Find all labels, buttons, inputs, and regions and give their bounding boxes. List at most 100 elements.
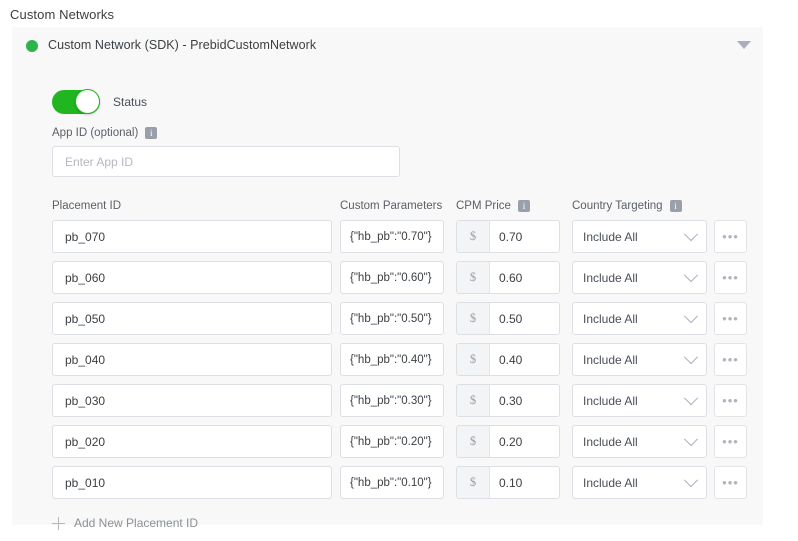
row-more-options-button[interactable]: •••: [714, 425, 747, 458]
app-id-label: App ID (optional) i: [52, 127, 158, 139]
placement-id-input[interactable]: [52, 384, 332, 417]
country-targeting-value: Include All: [583, 352, 638, 367]
cpm-price-input[interactable]: [490, 426, 559, 457]
cpm-price-input[interactable]: [490, 385, 559, 416]
cpm-price-field: $: [456, 384, 560, 417]
card-header: Custom Network (SDK) - PrebidCustomNetwo…: [12, 27, 763, 65]
country-targeting-select[interactable]: Include All: [572, 220, 707, 253]
custom-parameters-input[interactable]: [340, 220, 444, 253]
currency-symbol: $: [457, 385, 490, 416]
custom-parameters-input[interactable]: [340, 343, 444, 376]
row-more-options-button[interactable]: •••: [714, 220, 747, 253]
chevron-down-icon: [683, 267, 699, 282]
row-more-options-button[interactable]: •••: [714, 302, 747, 335]
country-targeting-value: Include All: [583, 270, 638, 285]
country-targeting-value: Include All: [583, 311, 638, 326]
table-row: $ Include All •••: [12, 343, 763, 384]
country-targeting-select[interactable]: Include All: [572, 261, 707, 294]
currency-symbol: $: [457, 344, 490, 375]
custom-parameters-input[interactable]: [340, 384, 444, 417]
country-targeting-select[interactable]: Include All: [572, 384, 707, 417]
table-row: $ Include All •••: [12, 466, 763, 507]
country-targeting-value: Include All: [583, 475, 638, 490]
column-header-cpm-price: CPM Price i: [456, 200, 530, 212]
custom-parameters-input[interactable]: [340, 302, 444, 335]
column-header-custom-parameters-label: Custom Parameters: [340, 200, 443, 212]
chevron-down-icon: [683, 431, 699, 446]
placement-id-input[interactable]: [52, 302, 332, 335]
row-more-options-button[interactable]: •••: [714, 261, 747, 294]
custom-parameters-input[interactable]: [340, 425, 444, 458]
chevron-down-icon: [683, 308, 699, 323]
cpm-price-field: $: [456, 302, 560, 335]
placement-rows: $ Include All ••• $ Include All ••• $ Include A…: [12, 220, 763, 507]
custom-network-card: Custom Network (SDK) - PrebidCustomNetwo…: [12, 27, 763, 530]
column-header-cpm-price-label: CPM Price: [456, 200, 511, 212]
column-header-country-targeting-label: Country Targeting: [572, 200, 663, 212]
placement-id-input[interactable]: [52, 220, 332, 253]
currency-symbol: $: [457, 303, 490, 334]
country-targeting-value: Include All: [583, 393, 638, 408]
currency-symbol: $: [457, 262, 490, 293]
info-icon[interactable]: i: [669, 200, 682, 212]
cpm-price-field: $: [456, 220, 560, 253]
row-more-options-button[interactable]: •••: [714, 466, 747, 499]
placement-id-input[interactable]: [52, 343, 332, 376]
cpm-price-input[interactable]: [490, 303, 559, 334]
caret-down-icon[interactable]: [737, 41, 751, 49]
country-targeting-value: Include All: [583, 229, 638, 244]
custom-parameters-input[interactable]: [340, 261, 444, 294]
table-row: $ Include All •••: [12, 425, 763, 466]
toggle-knob: [75, 89, 100, 114]
chevron-down-icon: [683, 472, 699, 487]
row-more-options-button[interactable]: •••: [714, 384, 747, 417]
column-header-custom-parameters: Custom Parameters: [340, 200, 442, 212]
info-icon[interactable]: i: [145, 127, 158, 139]
chevron-down-icon: [683, 390, 699, 405]
cpm-price-field: $: [456, 261, 560, 294]
app-id-input[interactable]: [52, 146, 400, 177]
cpm-price-input[interactable]: [490, 344, 559, 375]
country-targeting-value: Include All: [583, 434, 638, 449]
country-targeting-select[interactable]: Include All: [572, 302, 707, 335]
table-row: $ Include All •••: [12, 384, 763, 425]
status-toggle-row: Status: [52, 89, 148, 114]
add-new-placement-label: Add New Placement ID: [74, 516, 199, 530]
placement-id-input[interactable]: [52, 261, 332, 294]
cpm-price-input[interactable]: [490, 221, 559, 252]
status-toggle[interactable]: [52, 89, 100, 114]
info-icon[interactable]: i: [517, 200, 530, 212]
add-new-placement-button[interactable]: Add New Placement ID: [52, 516, 198, 530]
network-status-dot: [26, 40, 38, 52]
table-row: $ Include All •••: [12, 261, 763, 302]
cpm-price-input[interactable]: [490, 467, 559, 498]
currency-symbol: $: [457, 467, 490, 498]
page-title: Custom Networks: [10, 7, 115, 22]
currency-symbol: $: [457, 426, 490, 457]
placement-id-input[interactable]: [52, 466, 332, 499]
placement-id-input[interactable]: [52, 425, 332, 458]
column-header-placement-id-label: Placement ID: [52, 200, 122, 212]
cpm-price-field: $: [456, 466, 560, 499]
status-toggle-label: Status: [113, 95, 148, 109]
plus-icon: [52, 516, 65, 530]
chevron-down-icon: [683, 226, 699, 241]
card-title: Custom Network (SDK) - PrebidCustomNetwo…: [48, 38, 317, 52]
table-header: Placement ID Custom Parameters CPM Price…: [12, 200, 763, 218]
cpm-price-input[interactable]: [490, 262, 559, 293]
chevron-down-icon: [683, 349, 699, 364]
row-more-options-button[interactable]: •••: [714, 343, 747, 376]
cpm-price-field: $: [456, 425, 560, 458]
country-targeting-select[interactable]: Include All: [572, 425, 707, 458]
card-body: Status App ID (optional) i Placement ID …: [12, 65, 763, 530]
column-header-placement-id: Placement ID: [52, 200, 121, 212]
currency-symbol: $: [457, 221, 490, 252]
app-id-label-text: App ID (optional): [52, 127, 139, 139]
table-row: $ Include All •••: [12, 302, 763, 343]
country-targeting-select[interactable]: Include All: [572, 343, 707, 376]
custom-parameters-input[interactable]: [340, 466, 444, 499]
country-targeting-select[interactable]: Include All: [572, 466, 707, 499]
table-row: $ Include All •••: [12, 220, 763, 261]
column-header-country-targeting: Country Targeting i: [572, 200, 682, 212]
